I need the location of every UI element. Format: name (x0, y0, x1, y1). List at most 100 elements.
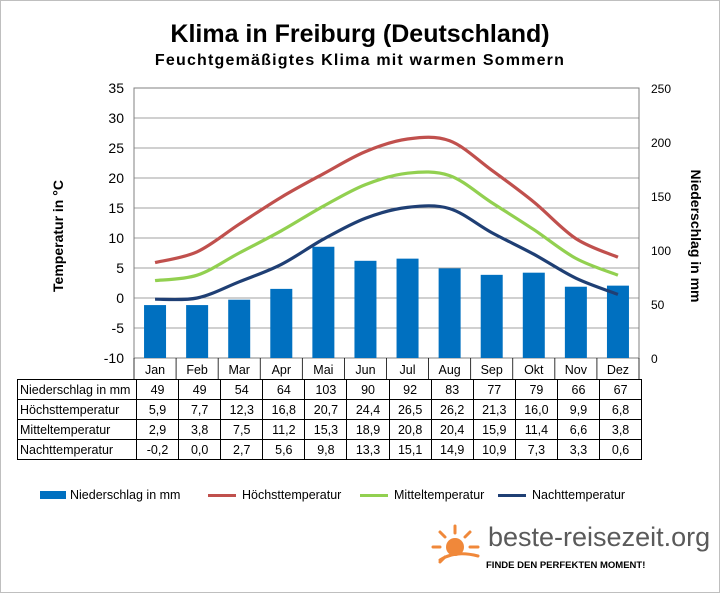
x-tick-label: Apr (272, 363, 291, 377)
table-cell: 7,3 (514, 439, 558, 460)
table-cell: 15,1 (388, 439, 432, 460)
y-tick-label-right: 150 (651, 190, 671, 204)
table-cell: 16,0 (514, 399, 558, 420)
table-cell: 15,3 (304, 419, 348, 440)
line-nachttemperatur (154, 204, 619, 302)
logo-slogan: FINDE DEN PERFEKTEN MOMENT! (486, 560, 646, 571)
x-tick-label: Aug (439, 363, 461, 377)
bar-niederschlag (438, 268, 461, 358)
table-cell: 83 (430, 379, 474, 400)
legend-item-hoechsttemperatur: Höchsttemperatur (208, 488, 341, 502)
bar-niederschlag (606, 285, 629, 358)
table-cell: 26,5 (388, 399, 432, 420)
table-cell: 5,6 (262, 439, 306, 460)
table-cell: 20,7 (304, 399, 348, 420)
legend-label-niederschlag: Niederschlag in mm (70, 488, 181, 502)
table-cell: 49 (135, 379, 180, 400)
table-cell: 92 (388, 379, 432, 400)
x-tick-label: Jan (145, 363, 165, 377)
chart-subtitle: Feuchtgemäßigtes Klima mit warmen Sommer… (154, 52, 566, 69)
table-cell: 20,8 (388, 419, 432, 440)
table-cell: 9,9 (556, 399, 601, 420)
table-row-hoechsttemperatur: Höchsttemperatur 5,9 7,7 12,3 16,8 20,7 24,4 26… (17, 399, 643, 420)
y-tick-label-left: 20 (108, 170, 124, 186)
bar-niederschlag (522, 272, 545, 358)
table-cell: 67 (599, 379, 643, 400)
table-cell: 13,3 (346, 439, 390, 460)
x-tick-label: Dez (607, 363, 629, 377)
x-tick-label: Jun (355, 363, 375, 377)
table-cell: 14,9 (430, 439, 474, 460)
bar-niederschlag (144, 305, 167, 358)
table-cell: 24,4 (346, 399, 390, 420)
y-tick-label-right: 100 (651, 244, 671, 258)
table-row-nachttemperatur: Nachttemperatur -0,2 0,0 2,7 5,6 9,8 13,3 15,1 1… (17, 439, 643, 460)
y-tick-label-left: 35 (108, 80, 124, 96)
bar-niederschlag (354, 260, 377, 358)
legend-swatch-hoechsttemperatur (208, 493, 236, 497)
table-cell: 15,9 (472, 419, 516, 440)
x-tick-label: Nov (565, 363, 588, 377)
line-hoechsttemperatur (154, 135, 619, 265)
table-cell: -0,2 (135, 439, 180, 460)
legend-swatch-nachttemperatur (498, 493, 526, 497)
table-cell: 90 (346, 379, 390, 400)
y-tick-label-left: 15 (108, 200, 124, 216)
y-tick-label-left: 25 (108, 140, 124, 156)
y-tick-label-right: 50 (651, 298, 665, 312)
table-cell: 26,2 (430, 399, 474, 420)
x-tick-label: Feb (186, 363, 208, 377)
table-cell: 2,9 (135, 419, 180, 440)
table-cell: 5,9 (135, 399, 180, 420)
table-row-header: Nachttemperatur (17, 439, 137, 460)
y-tick-label-left: 0 (116, 290, 124, 306)
legend-swatch-mitteltemperatur (360, 493, 388, 497)
table-cell: 3,3 (556, 439, 601, 460)
chart-title: Klima in Freiburg (Deutschland) (170, 20, 550, 48)
y-tick-label-left: 10 (108, 230, 124, 246)
y-tick-label-right: 200 (651, 136, 671, 150)
table-cell: 11,2 (262, 419, 306, 440)
table-cell: 103 (304, 379, 348, 400)
table-cell: 6,8 (599, 399, 643, 420)
data-table: Niederschlag in mm 49 49 54 64 103 90 92 83 77 79 6… (17, 379, 643, 460)
table-cell: 18,9 (346, 419, 390, 440)
table-cell: 0,6 (599, 439, 643, 460)
table-cell: 20,4 (430, 419, 474, 440)
table-cell: 10,9 (472, 439, 516, 460)
legend-item-nachttemperatur: Nachttemperatur (498, 488, 625, 502)
x-tick-label: Mai (313, 363, 333, 377)
table-cell: 9,8 (304, 439, 348, 460)
logo-text: beste-reisezeit.org (488, 522, 711, 552)
bar-niederschlag (228, 299, 251, 358)
x-tick-label: Sep (481, 363, 503, 377)
table-cell: 66 (556, 379, 601, 400)
legend-item-niederschlag: Niederschlag in mm (40, 488, 180, 502)
table-cell: 64 (262, 379, 306, 400)
table-cell: 3,8 (599, 419, 643, 440)
table-cell: 12,3 (220, 399, 264, 420)
table-cell: 77 (472, 379, 516, 400)
table-cell: 2,7 (220, 439, 264, 460)
logo: beste-reisezeit.org FINDE DEN PERFEKTEN … (428, 520, 710, 575)
x-tick-label: Jul (400, 363, 416, 377)
table-cell: 79 (514, 379, 558, 400)
line-mitteltemperatur (154, 170, 619, 283)
y-tick-label-left: 5 (116, 260, 124, 276)
x-tick-label: Mar (228, 363, 250, 377)
table-cell: 16,8 (262, 399, 306, 420)
bar-niederschlag (312, 246, 335, 358)
table-cell: 54 (220, 379, 264, 400)
sun-icon (431, 524, 480, 564)
bar-niederschlag (564, 286, 587, 358)
table-cell: 6,6 (556, 419, 601, 440)
table-cell: 11,4 (514, 419, 558, 440)
legend-item-mitteltemperatur: Mitteltemperatur (360, 488, 484, 502)
table-cell: 3,8 (178, 419, 222, 440)
y-tick-label-right: 250 (651, 82, 671, 96)
y-tick-label-left: -5 (112, 320, 125, 336)
table-row-header: Mitteltemperatur (17, 419, 137, 440)
table-cell: 7,7 (178, 399, 222, 420)
bar-niederschlag (270, 288, 293, 358)
